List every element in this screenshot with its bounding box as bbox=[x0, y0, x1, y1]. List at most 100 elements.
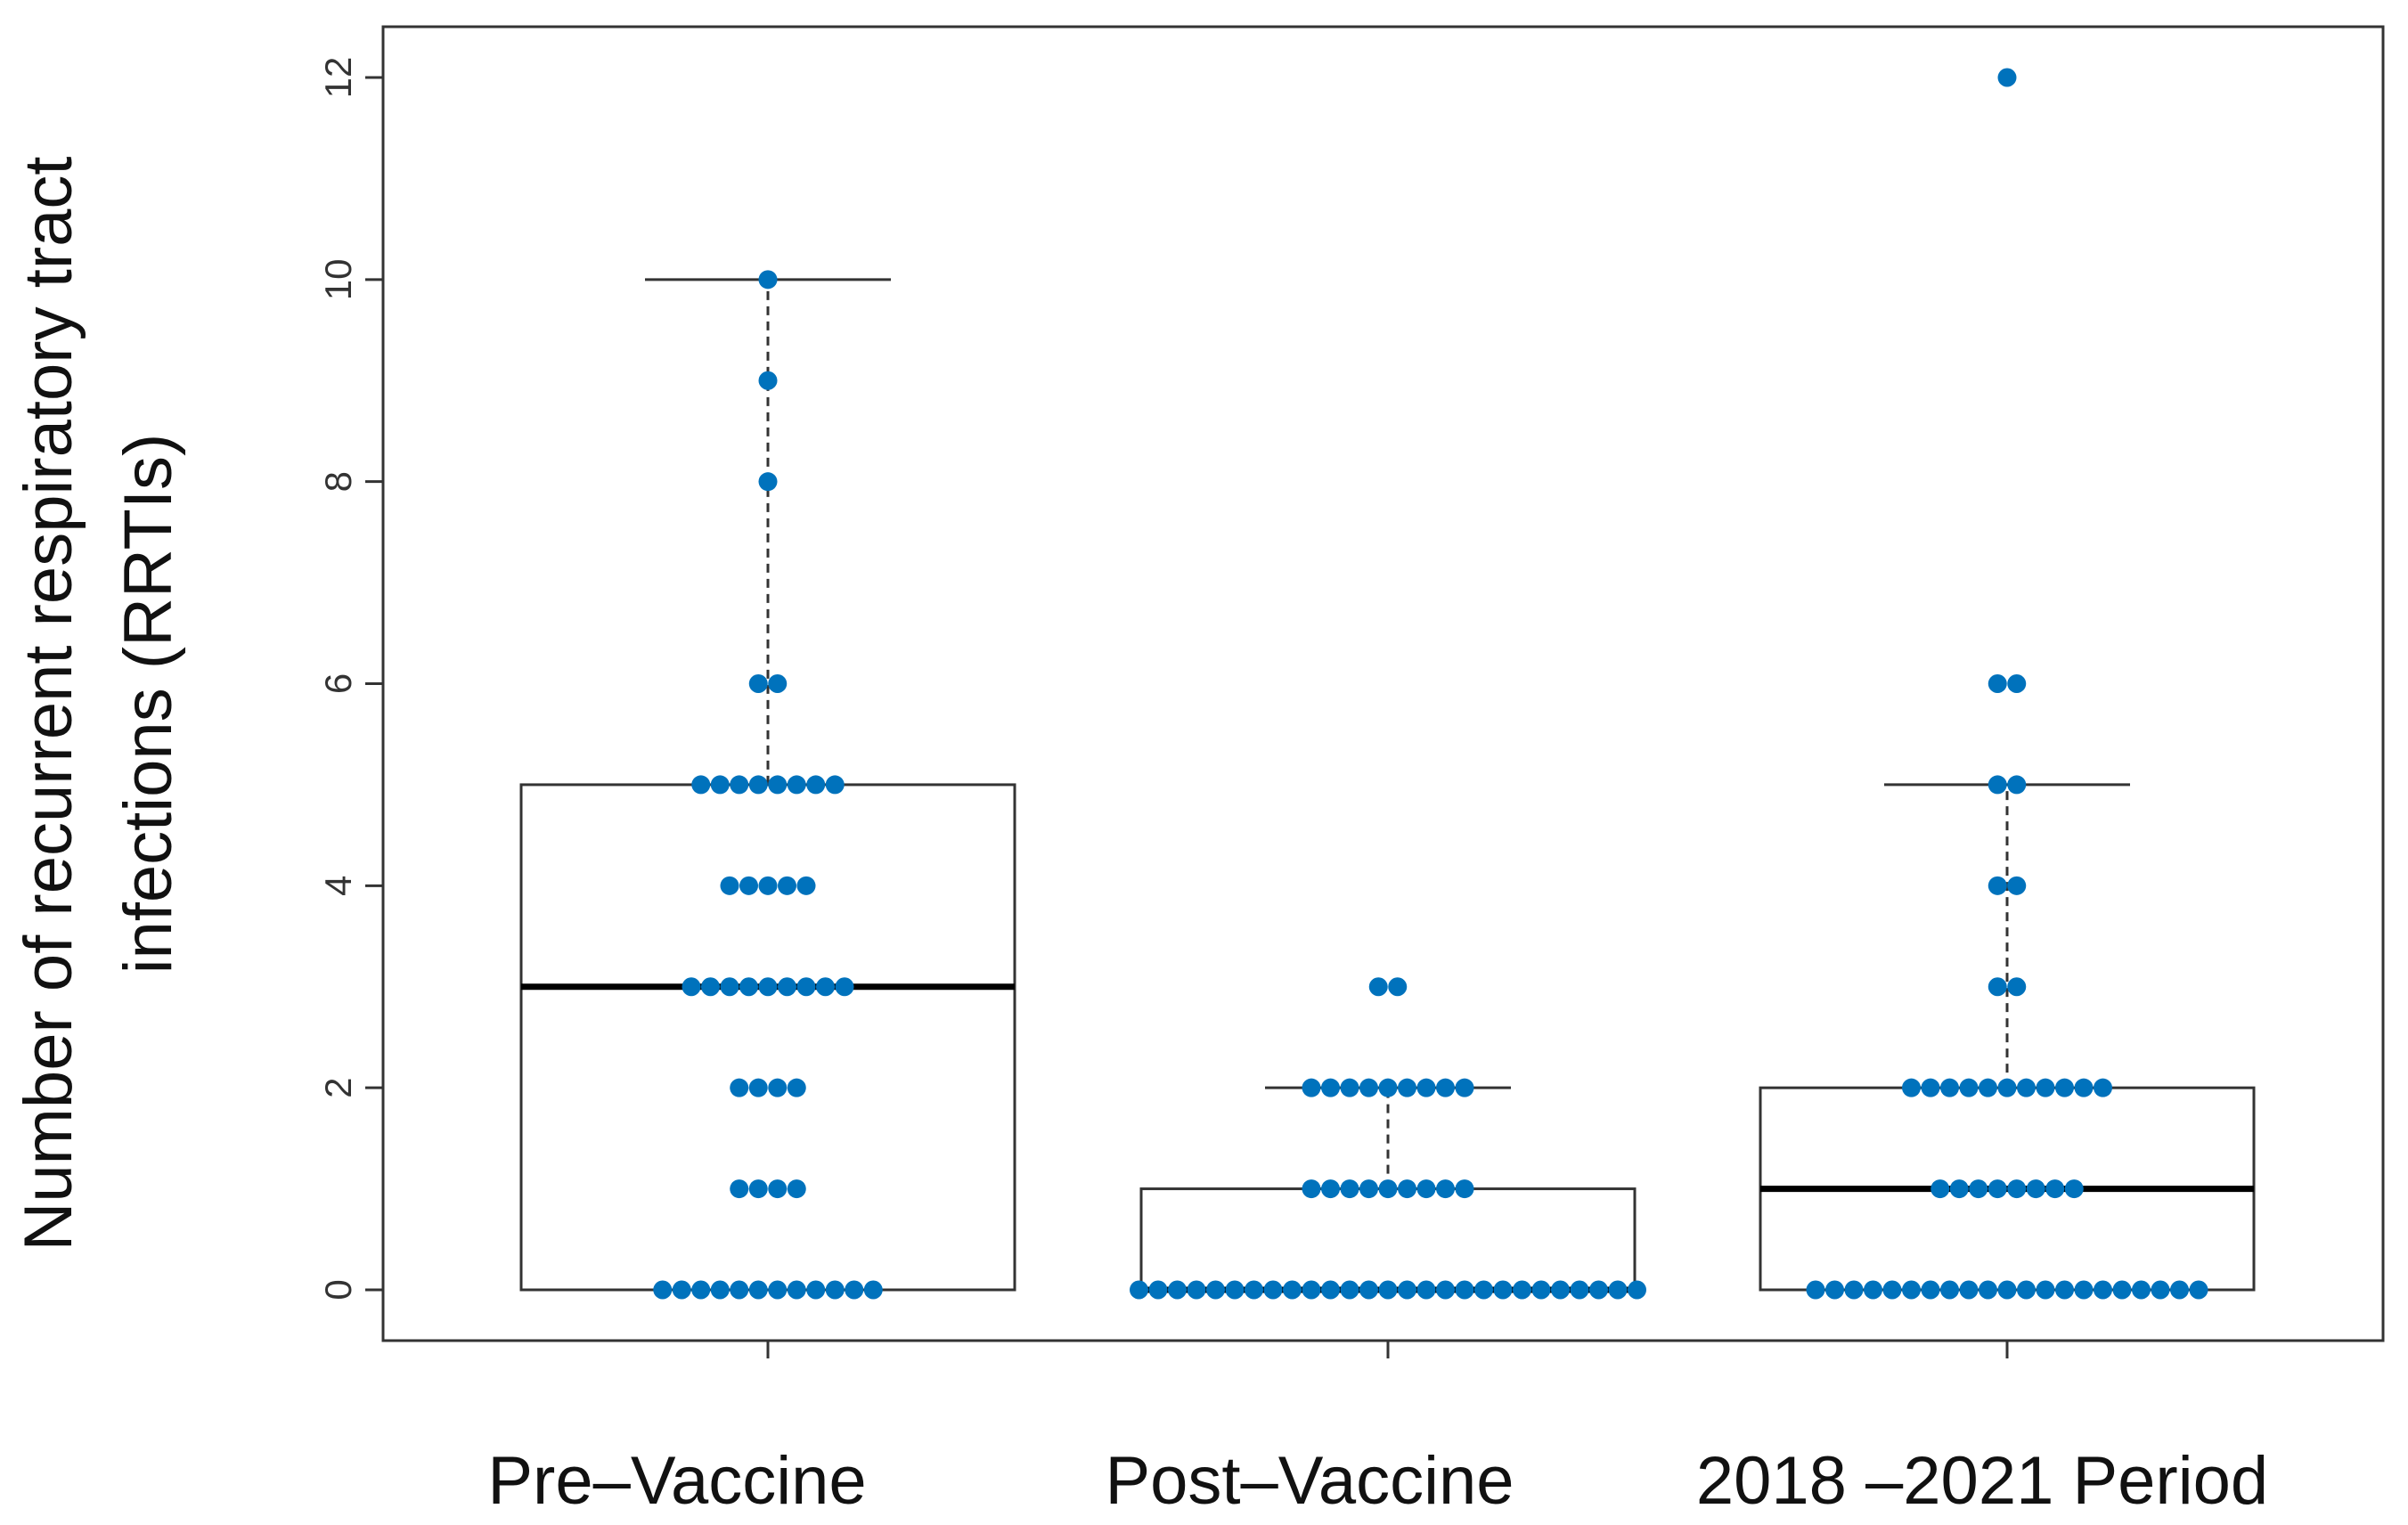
data-point bbox=[691, 775, 711, 795]
data-point bbox=[1398, 1280, 1416, 1300]
data-point bbox=[787, 775, 806, 795]
data-point bbox=[1283, 1280, 1302, 1300]
data-point bbox=[720, 977, 739, 997]
data-point bbox=[1455, 1078, 1474, 1097]
data-point bbox=[748, 674, 768, 693]
data-point bbox=[2007, 674, 2027, 693]
y-tick-label: 8 bbox=[317, 471, 359, 492]
box-1 bbox=[519, 783, 1016, 1292]
data-point bbox=[1321, 1179, 1340, 1199]
data-point bbox=[1949, 1179, 1969, 1199]
data-point bbox=[1455, 1179, 1474, 1199]
data-point bbox=[1979, 1078, 1997, 1097]
data-point bbox=[845, 1280, 864, 1300]
data-point bbox=[1921, 1078, 1940, 1097]
y-tick-label: 0 bbox=[317, 1279, 359, 1300]
data-point bbox=[778, 876, 796, 895]
data-point bbox=[1570, 1280, 1589, 1300]
data-point bbox=[1340, 1179, 1359, 1199]
data-point bbox=[1378, 1280, 1398, 1300]
data-point bbox=[1969, 1179, 1988, 1199]
data-point bbox=[2064, 1179, 2084, 1199]
data-point bbox=[748, 1179, 768, 1199]
data-point bbox=[2094, 1280, 2112, 1300]
data-point bbox=[1959, 1280, 1979, 1300]
data-point bbox=[806, 775, 826, 795]
data-point bbox=[748, 1280, 768, 1300]
y-tick-label: 10 bbox=[317, 258, 359, 300]
data-point bbox=[2132, 1280, 2151, 1300]
data-point bbox=[2007, 977, 2027, 997]
data-point bbox=[2017, 1078, 2036, 1097]
data-point bbox=[2074, 1078, 2094, 1097]
data-point bbox=[1148, 1280, 1168, 1300]
data-point bbox=[1844, 1280, 1864, 1300]
data-point bbox=[1398, 1179, 1416, 1199]
data-point bbox=[1513, 1280, 1531, 1300]
data-point bbox=[825, 1280, 845, 1300]
data-point bbox=[1302, 1179, 1321, 1199]
data-point bbox=[730, 1179, 749, 1199]
data-point bbox=[1997, 1280, 2017, 1300]
data-point bbox=[1340, 1078, 1359, 1097]
y-axis-label-line-1: Number of recurrent respiratory tract bbox=[11, 156, 86, 1251]
data-point bbox=[1321, 1280, 1340, 1300]
data-point bbox=[2045, 1179, 2065, 1199]
data-point bbox=[1302, 1078, 1321, 1097]
data-point bbox=[1493, 1280, 1513, 1300]
data-point bbox=[863, 1280, 883, 1300]
data-point bbox=[1340, 1280, 1359, 1300]
data-point bbox=[730, 1078, 749, 1097]
data-point bbox=[2007, 775, 2027, 795]
data-point bbox=[758, 876, 778, 895]
data-point bbox=[1436, 1179, 1455, 1199]
x-category-label: Post–Vaccine bbox=[1105, 1443, 1514, 1519]
data-point bbox=[748, 1078, 768, 1097]
data-point bbox=[2055, 1078, 2074, 1097]
x-category-label: Pre–Vaccine bbox=[487, 1443, 866, 1519]
data-point bbox=[2189, 1280, 2208, 1300]
data-point bbox=[1416, 1280, 1436, 1300]
data-point bbox=[1988, 674, 2007, 693]
data-point bbox=[835, 977, 854, 997]
data-point bbox=[1988, 775, 2007, 795]
data-point bbox=[1436, 1078, 1455, 1097]
data-point bbox=[1589, 1280, 1608, 1300]
data-point bbox=[1321, 1078, 1340, 1097]
data-point bbox=[1416, 1179, 1436, 1199]
y-tick-label: 6 bbox=[317, 673, 359, 694]
data-point bbox=[672, 1280, 691, 1300]
data-point bbox=[1864, 1280, 1882, 1300]
data-point bbox=[1206, 1280, 1225, 1300]
data-point bbox=[1882, 1280, 1902, 1300]
data-point bbox=[1988, 977, 2007, 997]
data-point bbox=[1398, 1078, 1416, 1097]
data-point bbox=[2036, 1280, 2055, 1300]
y-tick-label: 2 bbox=[317, 1077, 359, 1097]
data-point bbox=[758, 371, 778, 390]
data-point bbox=[710, 1280, 730, 1300]
data-point bbox=[2074, 1280, 2094, 1300]
data-point bbox=[2036, 1078, 2055, 1097]
data-point bbox=[1551, 1280, 1570, 1300]
data-point bbox=[730, 775, 749, 795]
data-point bbox=[1902, 1280, 1921, 1300]
data-point bbox=[768, 1179, 788, 1199]
data-point bbox=[1921, 1280, 1940, 1300]
data-point bbox=[2007, 876, 2027, 895]
data-point bbox=[2094, 1078, 2112, 1097]
data-point bbox=[701, 977, 720, 997]
data-point bbox=[768, 1078, 788, 1097]
y-axis-label-line-2: infections (RRTIs) bbox=[110, 434, 186, 975]
data-point bbox=[1436, 1280, 1455, 1300]
data-point bbox=[1997, 1078, 2017, 1097]
data-point bbox=[2151, 1280, 2170, 1300]
data-point bbox=[682, 977, 701, 997]
data-point bbox=[768, 1280, 788, 1300]
data-point bbox=[1359, 1280, 1378, 1300]
data-point bbox=[691, 1280, 711, 1300]
data-point bbox=[758, 472, 778, 492]
y-tick-label: 4 bbox=[317, 876, 359, 896]
data-point bbox=[710, 775, 730, 795]
